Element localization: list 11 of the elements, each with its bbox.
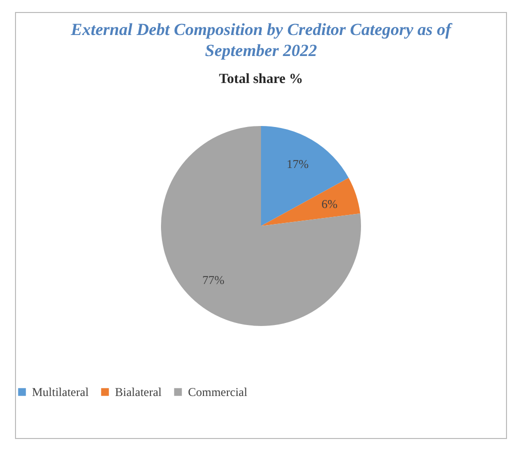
data-label: 17% (286, 157, 309, 172)
legend-label: Commercial (188, 385, 248, 399)
pie-slice (161, 126, 361, 326)
pie-slice (261, 178, 360, 226)
data-label: 6% (321, 196, 338, 211)
legend-label: Multilateral (32, 385, 90, 399)
pie-slice (261, 126, 349, 226)
chart-title: External Debt Composition by Creditor Category as of September 2022 (70, 20, 454, 60)
data-label: 77% (202, 273, 224, 288)
chart-subtitle: Total share % (218, 72, 304, 87)
legend-label: Bialateral (115, 385, 162, 399)
